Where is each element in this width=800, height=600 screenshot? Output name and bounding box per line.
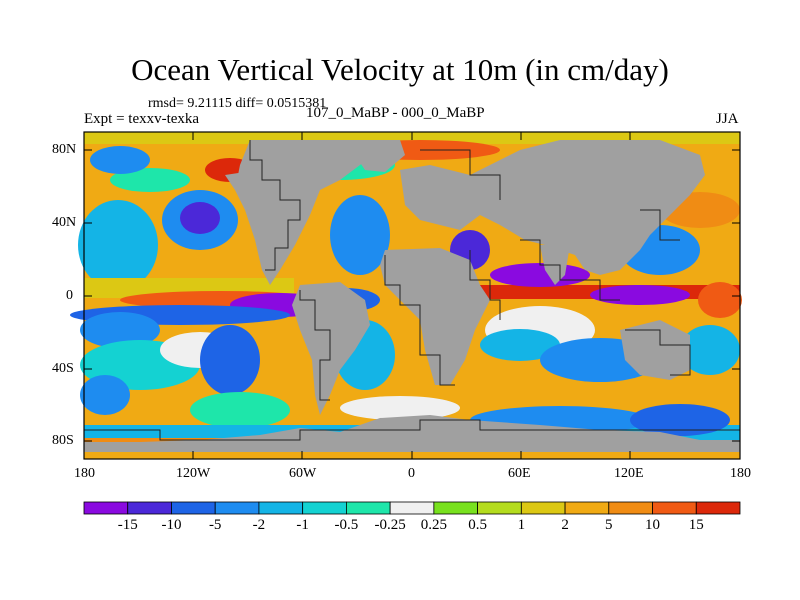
- colorbar-label: -2: [252, 517, 266, 533]
- lat-label-40s: 40S: [52, 361, 74, 376]
- season-label: JJA: [716, 111, 739, 127]
- land-masses: [84, 140, 740, 452]
- colorbar-label: 1: [517, 517, 526, 533]
- colorbar-swatch: [389, 501, 435, 515]
- lon-label-120e: 120E: [614, 466, 644, 481]
- colorbar-swatch: [695, 501, 741, 515]
- colorbar-label: -10: [161, 517, 182, 533]
- land-south-america: [292, 282, 370, 415]
- colorbar-label: -1: [296, 517, 309, 533]
- lon-label-180w: 180: [74, 466, 95, 481]
- lon-label-0: 0: [408, 466, 415, 481]
- map-title: Ocean Vertical Velocity at 10m (in cm/da…: [131, 52, 669, 87]
- colorbar-label: -0.5: [334, 517, 359, 533]
- colorbar-label: 0.5: [468, 517, 487, 533]
- colorbar-swatch: [127, 501, 172, 515]
- coastlines: [84, 140, 740, 441]
- lat-ticks: [84, 149, 740, 442]
- stats-text: rmsd= 9.21115 diff= 0.0515381: [148, 96, 327, 111]
- land-africa: [380, 248, 490, 385]
- colorbar-swatch: [83, 501, 129, 515]
- lon-label-120w: 120W: [176, 466, 211, 481]
- colorbar-swatch: [608, 501, 653, 515]
- colorbar-label: 2: [561, 517, 569, 533]
- colorbar-swatch: [564, 501, 610, 515]
- land-australia: [620, 320, 690, 380]
- land-greenland: [350, 140, 405, 172]
- colorbar-swatch: [477, 501, 522, 515]
- colorbar-swatch: [433, 501, 479, 515]
- lon-label-60w: 60W: [289, 466, 317, 481]
- lon-ticks: [192, 132, 631, 459]
- lon-label-180e: 180: [730, 466, 751, 481]
- colorbar-label: -15: [117, 517, 138, 533]
- land-north-america: [235, 140, 380, 285]
- colorbar-swatch: [258, 501, 304, 515]
- colorbar-label: -5: [208, 517, 222, 533]
- colorbar-swatch: [171, 501, 216, 515]
- lon-label-60e: 60E: [508, 466, 531, 481]
- colorbar-label: 5: [605, 517, 613, 533]
- lat-label-40n: 40N: [52, 215, 77, 230]
- lat-label-80n: 80N: [52, 142, 77, 157]
- colorbar-swatch: [214, 501, 260, 515]
- colorbar-swatch: [520, 501, 566, 515]
- colorbar-label: -0.25: [374, 517, 406, 533]
- experiment-label: Expt = texxv-texka: [84, 111, 200, 127]
- colorbar-label: 15: [688, 517, 704, 533]
- colorbar-swatch: [652, 501, 697, 515]
- colorbar-swatch: [345, 501, 391, 515]
- pacific-upwelling-blob: [78, 200, 158, 290]
- land-antarctica: [84, 415, 740, 452]
- colorbar-label: 0.25: [420, 517, 447, 533]
- comparison-label: 107_0_MaBP - 000_0_MaBP: [306, 105, 485, 121]
- land-eurasia: [400, 140, 705, 275]
- colorbar: [83, 501, 741, 515]
- colorbar-label: 10: [645, 517, 661, 533]
- colorbar-swatch: [302, 501, 347, 515]
- lat-label-0: 0: [66, 288, 73, 303]
- lat-label-80s: 80S: [52, 433, 74, 448]
